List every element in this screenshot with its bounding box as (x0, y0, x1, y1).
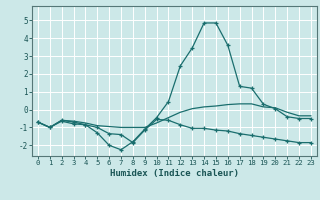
X-axis label: Humidex (Indice chaleur): Humidex (Indice chaleur) (110, 169, 239, 178)
